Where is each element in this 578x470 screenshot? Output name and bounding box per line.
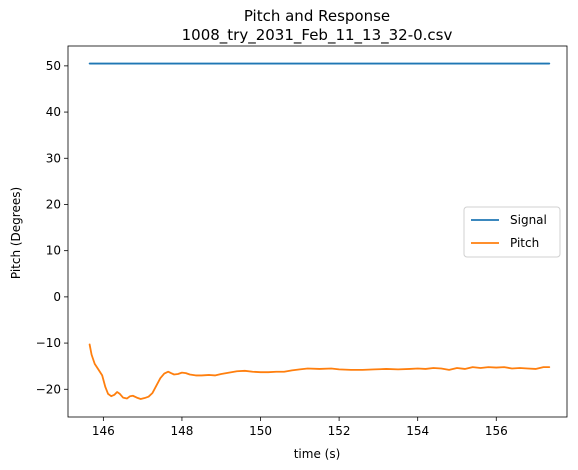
y-axis-label: Pitch (Degrees) <box>9 187 23 279</box>
y-tick-label: 10 <box>46 244 61 258</box>
x-tick-label: 152 <box>328 424 351 438</box>
y-axis-ticks: −20 −10 0 10 20 30 40 50 <box>36 59 68 396</box>
x-tick-label: 150 <box>249 424 272 438</box>
y-tick-label: 30 <box>46 151 61 165</box>
plot-frame <box>67 45 568 418</box>
x-tick-label: 148 <box>170 424 193 438</box>
y-tick-label: 0 <box>53 290 61 304</box>
legend: Signal Pitch <box>463 206 561 258</box>
y-tick-label: −20 <box>36 382 61 396</box>
series-line-pitch <box>88 343 551 400</box>
chart-subtitle: 1008_try_2031_Feb_11_13_32-0.csv <box>182 26 453 45</box>
x-tick-label: 154 <box>406 424 429 438</box>
chart-title: Pitch and Response <box>244 7 390 25</box>
y-tick-label: −10 <box>36 336 61 350</box>
y-tick-label: 40 <box>46 105 61 119</box>
x-axis-label: time (s) <box>294 447 341 461</box>
series-layer <box>88 62 551 400</box>
x-axis-ticks: 146 148 150 152 154 156 <box>92 417 508 438</box>
y-tick-label: 50 <box>46 59 61 73</box>
y-tick-label: 20 <box>46 197 61 211</box>
legend-label-pitch: Pitch <box>510 236 539 250</box>
x-tick-label: 156 <box>485 424 508 438</box>
x-tick-label: 146 <box>92 424 115 438</box>
legend-label-signal: Signal <box>510 213 547 227</box>
